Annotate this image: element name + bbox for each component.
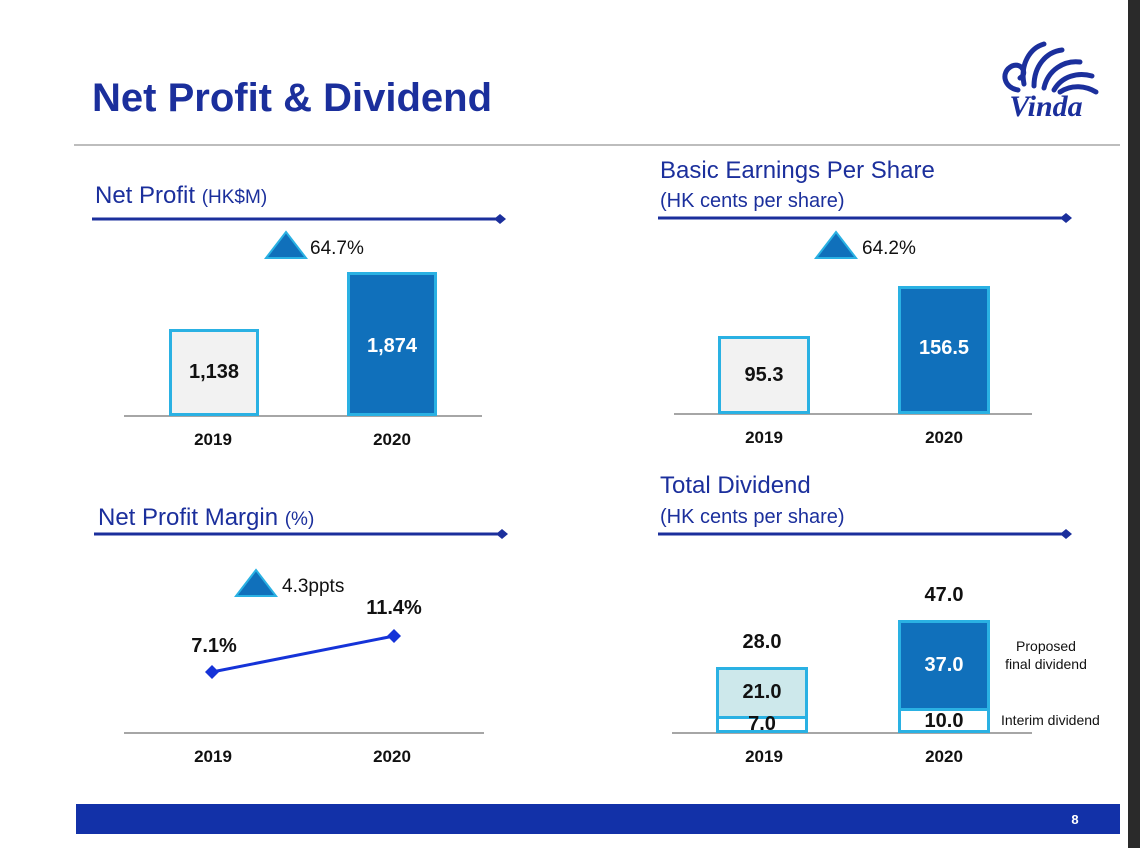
net-profit-underline — [92, 214, 506, 224]
dividend-subtitle: (HK cents per share) — [660, 506, 845, 528]
margin-point-2020 — [387, 629, 401, 643]
margin-underline — [94, 529, 508, 539]
margin-point-2019 — [205, 665, 219, 679]
dividend-title: Total Dividend — [660, 472, 811, 499]
eps-year-2020: 2020 — [925, 428, 963, 447]
net-profit-growth-triangle-icon — [264, 230, 308, 259]
title-divider — [74, 144, 1120, 146]
vinda-logo: Vinda — [1002, 41, 1099, 123]
net-profit-value-2019: 1,138 — [188, 361, 240, 384]
net-profit-year-2019: 2019 — [194, 430, 232, 449]
dividend-interim-value-2019: 7.0 — [748, 713, 776, 736]
net-profit-growth-label: 64.7% — [310, 238, 364, 259]
net-profit-title: Net Profit (HK$M) — [95, 182, 267, 210]
eps-title: Basic Earnings Per Share — [660, 157, 935, 184]
dividend-final-bar-2020 — [898, 620, 990, 712]
net-profit-unit: (HK$M) — [201, 187, 268, 208]
dividend-underline — [658, 529, 1072, 539]
dividend-baseline — [672, 732, 1032, 734]
margin-series-line — [211, 634, 395, 674]
eps-value-2019: 95.3 — [744, 364, 784, 387]
logo-text: Vinda — [1009, 90, 1082, 123]
net-profit-bar-2020 — [347, 272, 437, 416]
net-profit-title-text: Net Profit — [95, 182, 196, 209]
eps-year-2019: 2019 — [745, 428, 783, 447]
dividend-final-value-2020: 37.0 — [924, 653, 964, 676]
eps-growth-label: 64.2% — [862, 238, 916, 259]
dividend-total-2019: 28.0 — [742, 630, 782, 653]
eps-subtitle: (HK cents per share) — [660, 190, 845, 212]
dividend-final-bar-2019 — [716, 666, 808, 719]
dividend-legend-interim: Interim dividend — [1001, 712, 1100, 728]
margin-value-2019: 7.1% — [191, 635, 237, 657]
footer-bar — [76, 804, 1120, 834]
net-profit-year-2020: 2020 — [373, 430, 411, 449]
margin-value-2020: 11.4% — [366, 597, 422, 619]
net-profit-baseline — [124, 415, 482, 417]
eps-bar-2019 — [718, 336, 810, 414]
eps-underline — [658, 213, 1072, 223]
logo-swirl-icon — [1002, 41, 1099, 95]
page-number: 8 — [1071, 812, 1079, 827]
eps-baseline — [674, 413, 1032, 415]
page-title: Net Profit & Dividend — [92, 76, 493, 120]
margin-unit: (%) — [284, 509, 315, 530]
margin-title: Net Profit Margin (%) — [98, 504, 314, 532]
net-profit-bar-2019 — [169, 328, 259, 416]
dividend-final-value-2019: 21.0 — [742, 680, 782, 703]
window-edge — [1128, 0, 1140, 848]
dividend-year-2020: 2020 — [925, 747, 963, 766]
dividend-interim-value-2020: 10.0 — [924, 709, 964, 732]
eps-value-2020: 156.5 — [918, 337, 970, 359]
margin-title-text: Net Profit Margin — [98, 504, 279, 531]
dividend-year-2019: 2019 — [745, 747, 783, 766]
dividend-legend-final: Proposed final dividend — [1005, 638, 1087, 672]
net-profit-value-2020: 1,874 — [366, 335, 418, 357]
dividend-total-2020: 47.0 — [924, 584, 964, 606]
margin-line-chart — [124, 629, 484, 734]
margin-growth-label: 4.3ppts — [282, 576, 345, 597]
margin-year-2020: 2020 — [373, 747, 411, 766]
margin-growth-triangle-icon — [234, 568, 278, 597]
eps-growth-triangle-icon — [814, 230, 858, 259]
eps-bar-2020 — [898, 286, 990, 414]
margin-year-2019: 2019 — [194, 747, 232, 766]
